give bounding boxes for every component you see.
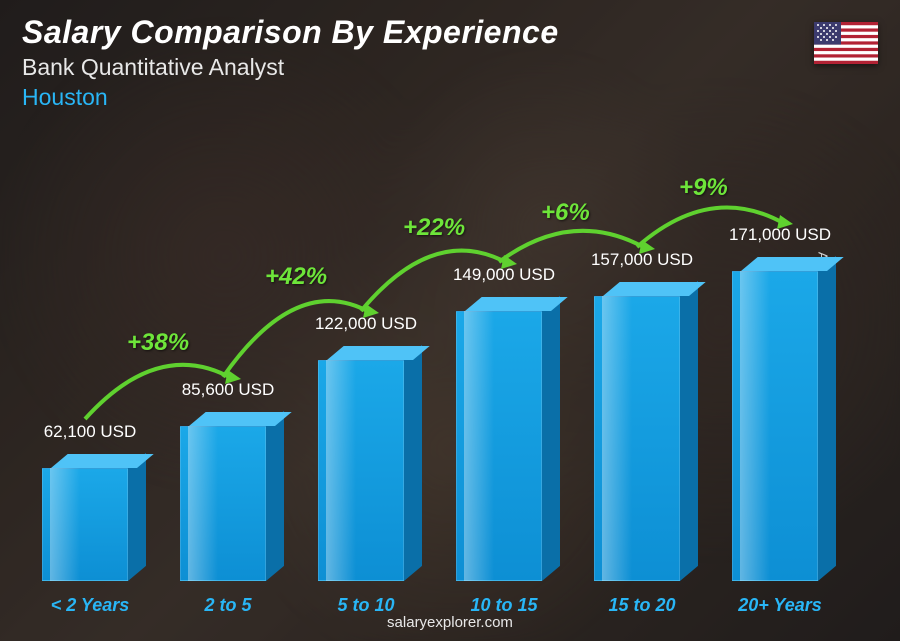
bar-label: 2 to 5 [158, 595, 298, 616]
chart-title: Salary Comparison By Experience [22, 14, 559, 51]
bar-chart: 62,100 USD< 2 Years 85,600 USD2 to 5+38% 1… [30, 160, 850, 581]
bar-label: 10 to 15 [434, 595, 574, 616]
bar-value: 85,600 USD [158, 380, 298, 400]
chart-subtitle: Bank Quantitative Analyst [22, 54, 284, 81]
delta-label: +22% [403, 214, 465, 242]
delta-label: +6% [541, 199, 590, 227]
bar-value: 171,000 USD [710, 225, 850, 245]
footer-credit: salaryexplorer.com [0, 614, 900, 631]
us-flag-icon [814, 22, 878, 64]
bar-label: 20+ Years [710, 595, 850, 616]
bar-group: 157,000 USD15 to 20 [582, 160, 692, 581]
chart-location: Houston [22, 84, 108, 111]
bar-value: 157,000 USD [572, 250, 712, 270]
bar-group: 171,000 USD20+ Years [720, 160, 830, 581]
bar [456, 311, 542, 581]
bar [180, 426, 266, 581]
bar-group: 122,000 USD5 to 10 [306, 160, 416, 581]
bar [318, 360, 404, 581]
bar-value: 149,000 USD [434, 265, 574, 285]
bar-label: 15 to 20 [572, 595, 712, 616]
bar-label: < 2 Years [20, 595, 160, 616]
bar [42, 468, 128, 581]
delta-label: +38% [127, 329, 189, 357]
bar-group: 85,600 USD2 to 5 [168, 160, 278, 581]
content-root: Salary Comparison By Experience Bank Qua… [0, 0, 900, 641]
bar [594, 296, 680, 581]
delta-label: +9% [679, 174, 728, 202]
bar-group: 62,100 USD< 2 Years [30, 160, 140, 581]
bar-value: 122,000 USD [296, 314, 436, 334]
delta-label: +42% [265, 263, 327, 291]
bar-value: 62,100 USD [20, 422, 160, 442]
bar-label: 5 to 10 [296, 595, 436, 616]
bar [732, 271, 818, 581]
